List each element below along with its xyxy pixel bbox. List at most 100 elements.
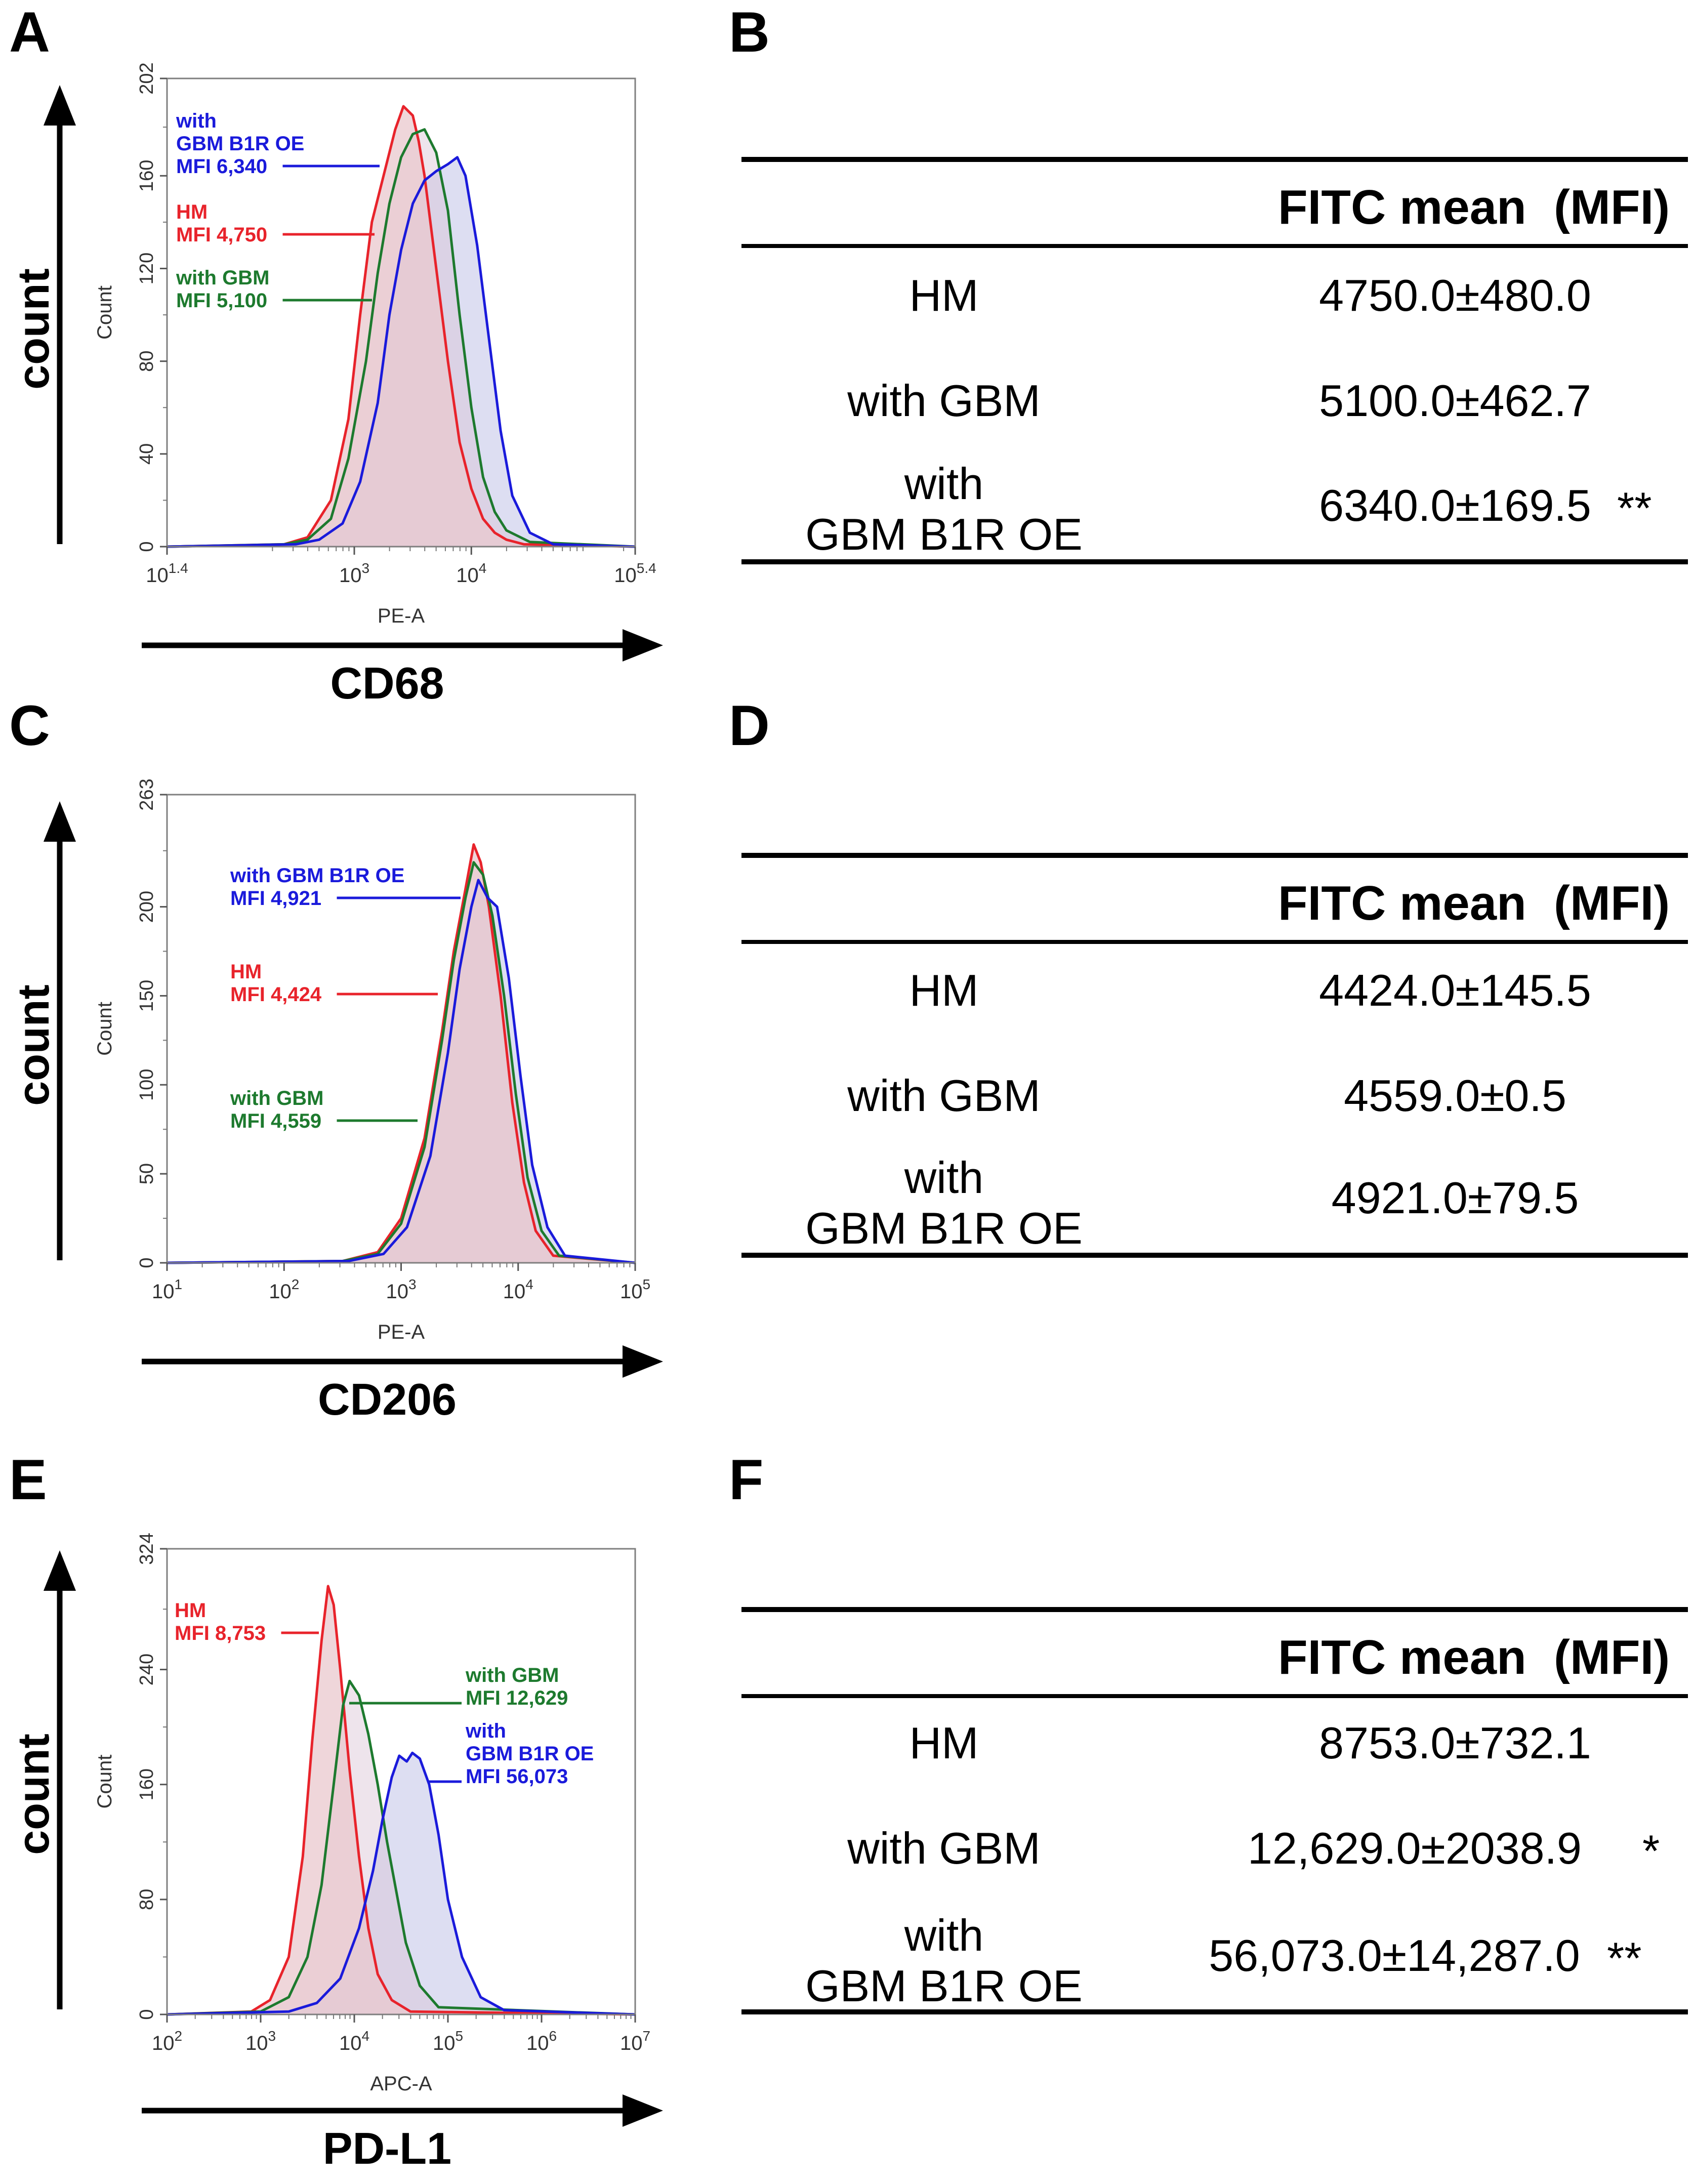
table-row-value: 4921.0±79.5 [1331,1173,1579,1223]
panel-letter-b: B [729,1,770,64]
y-tick-label: 324 [136,1533,157,1564]
table-header-fitc-mean: FITC mean [1278,876,1526,930]
histogram-line-with-gbm [167,1679,636,2016]
table-row-label: with GBM [847,1070,1041,1121]
y-tick-label: 80 [136,1889,157,1910]
mfi-annotation-text: MFI 12,629 [466,1687,568,1709]
x-axis-big-label: CD68 [330,658,444,708]
x-tick-label: 107 [620,2028,650,2054]
histogram-fill-with-gbm-b1r-oe [167,1753,635,2014]
mfi-table-d: FITC mean (MFI) HM 4424.0±145.5 with GBM… [741,848,1693,1268]
mfi-annotation-text: HM [176,201,208,223]
table-row-label: HM [909,1718,979,1768]
table-row-label-line2: GBM B1R OE [805,1203,1083,1253]
histogram-line-with-gbm-b1r-oe [167,1751,636,2016]
y-axis-big-label: count [8,984,58,1106]
table-row-value: 4424.0±145.5 [1319,965,1591,1015]
y-tick-label: 0 [136,1257,157,1268]
table-row-label: with GBM [847,376,1041,426]
histogram-figure-cd206: count CD206 0 50 100 150 200 263 Count 101 102 103 1… [0,716,688,1435]
y-axis-arrow-head [44,1550,76,1591]
table-bottom-rule [741,1253,1688,1258]
y-axis-big-label: count [8,268,58,390]
mfi-annotation-text: HM [230,961,262,983]
y-tick-label: 50 [136,1163,157,1184]
y-tick-label: 0 [136,2009,157,2020]
table-bottom-rule [741,2009,1688,2014]
x-axis-arrow-head [623,629,663,662]
table-top-rule [741,1607,1688,1612]
table-header-fitc-mean: FITC mean [1278,180,1526,234]
y-tick-label: 150 [136,980,157,1012]
x-axis-big-label: CD206 [318,1374,457,1424]
mfi-annotation-text: GBM B1R OE [176,133,304,155]
y-tick-label: 160 [136,160,157,192]
histogram-fill-with-gbm [167,1681,635,2014]
significance-marker: * [1642,1826,1660,1876]
panel-letter-c: C [9,694,50,757]
x-tick-label: 101 [152,1276,182,1303]
table-row-value: 4559.0±0.5 [1344,1070,1566,1121]
plot-frame [166,77,636,548]
mfi-annotation-text: MFI 4,424 [230,983,322,1006]
table-row-label: HM [909,965,979,1015]
table-header-fitc-mean: FITC mean [1278,1630,1526,1684]
mfi-annotation-text: MFI 56,073 [466,1765,568,1788]
histogram-fill-with-gbm-b1r-oe [167,880,635,1263]
histogram-fill-hm [167,844,635,1263]
table-header-mfi: (MFI) [1554,180,1670,234]
x-tick-label: 103 [245,2028,276,2054]
table-row-value: 5100.0±462.7 [1319,376,1591,426]
panel-letter-e: E [9,1448,47,1511]
y-tick-label: 240 [136,1654,157,1685]
y-tick-label: 100 [136,1069,157,1101]
table-row-value: 56,073.0±14,287.0 [1209,1930,1580,1981]
significance-marker: ** [1607,1933,1642,1983]
table-row-value: 4750.0±480.0 [1319,270,1591,320]
histogram-figure-cd68: count CD68 0 40 80 120 160 202 Count 101.4 103 104 1… [0,0,688,719]
significance-marker: ** [1617,483,1652,533]
x-tick-label: 105 [620,1276,650,1303]
x-tick-label: 102 [152,2028,182,2054]
table-row-label: with GBM [847,1823,1041,1873]
histogram-figure-pd-l1: count PD-L1 0 80 160 240 324 Count 102 103 104 105 1… [0,1465,688,2184]
y-tick-label: 263 [136,778,157,810]
mfi-annotation-text: with GBM [176,267,269,289]
mfi-annotation-text: HM [175,1599,206,1622]
histogram-chart-cd68: count CD68 0 40 80 120 160 202 Count 101.4 103 104 1… [8,62,663,708]
mfi-annotation-text: with GBM B1R OE [230,864,404,887]
x-axis-big-label: PD-L1 [323,2123,451,2173]
panel-letter-f: F [729,1448,764,1511]
histogram-line-with-gbm [167,128,636,548]
mfi-annotation-text: with [176,110,217,132]
x-tick-label: 105.4 [614,560,656,587]
y-axis-arrow-head [44,85,76,126]
x-tick-label: 105 [433,2028,463,2054]
x-axis-arrow-head [623,2094,663,2127]
x-axis-label: PE-A [378,605,425,627]
histogram-line-hm [167,1585,636,2016]
histogram-line-with-gbm-b1r-oe [167,156,636,548]
x-tick-label: 101.4 [146,560,188,587]
y-tick-label: 202 [136,62,157,94]
table-row-label-line2: GBM B1R OE [805,509,1083,559]
histogram-chart-pd-l1: count PD-L1 0 80 160 240 324 Count 102 103 104 105 1… [8,1533,663,2173]
y-axis-label: Count [94,285,116,340]
y-tick-label: 160 [136,1768,157,1800]
panel-letter-a: A [9,1,50,64]
table-row-value: 8753.0±732.1 [1319,1718,1591,1768]
mfi-annotation-text: MFI 6,340 [176,155,267,178]
x-tick-label: 104 [339,2028,369,2054]
histogram-line-with-gbm [167,861,636,1264]
table-row-label: with [904,1910,984,1960]
table-top-rule [741,853,1688,858]
table-row-label: HM [909,270,979,320]
table-header-rule [741,1694,1688,1698]
table-header-rule [741,940,1688,944]
mfi-annotation-text: with [465,1720,506,1742]
x-axis-label: APC-A [370,2073,432,2095]
mfi-annotation-text: MFI 8,753 [175,1622,266,1644]
mfi-annotation-text: MFI 4,750 [176,224,267,246]
histogram-line-hm [167,105,636,548]
y-tick-label: 200 [136,891,157,923]
